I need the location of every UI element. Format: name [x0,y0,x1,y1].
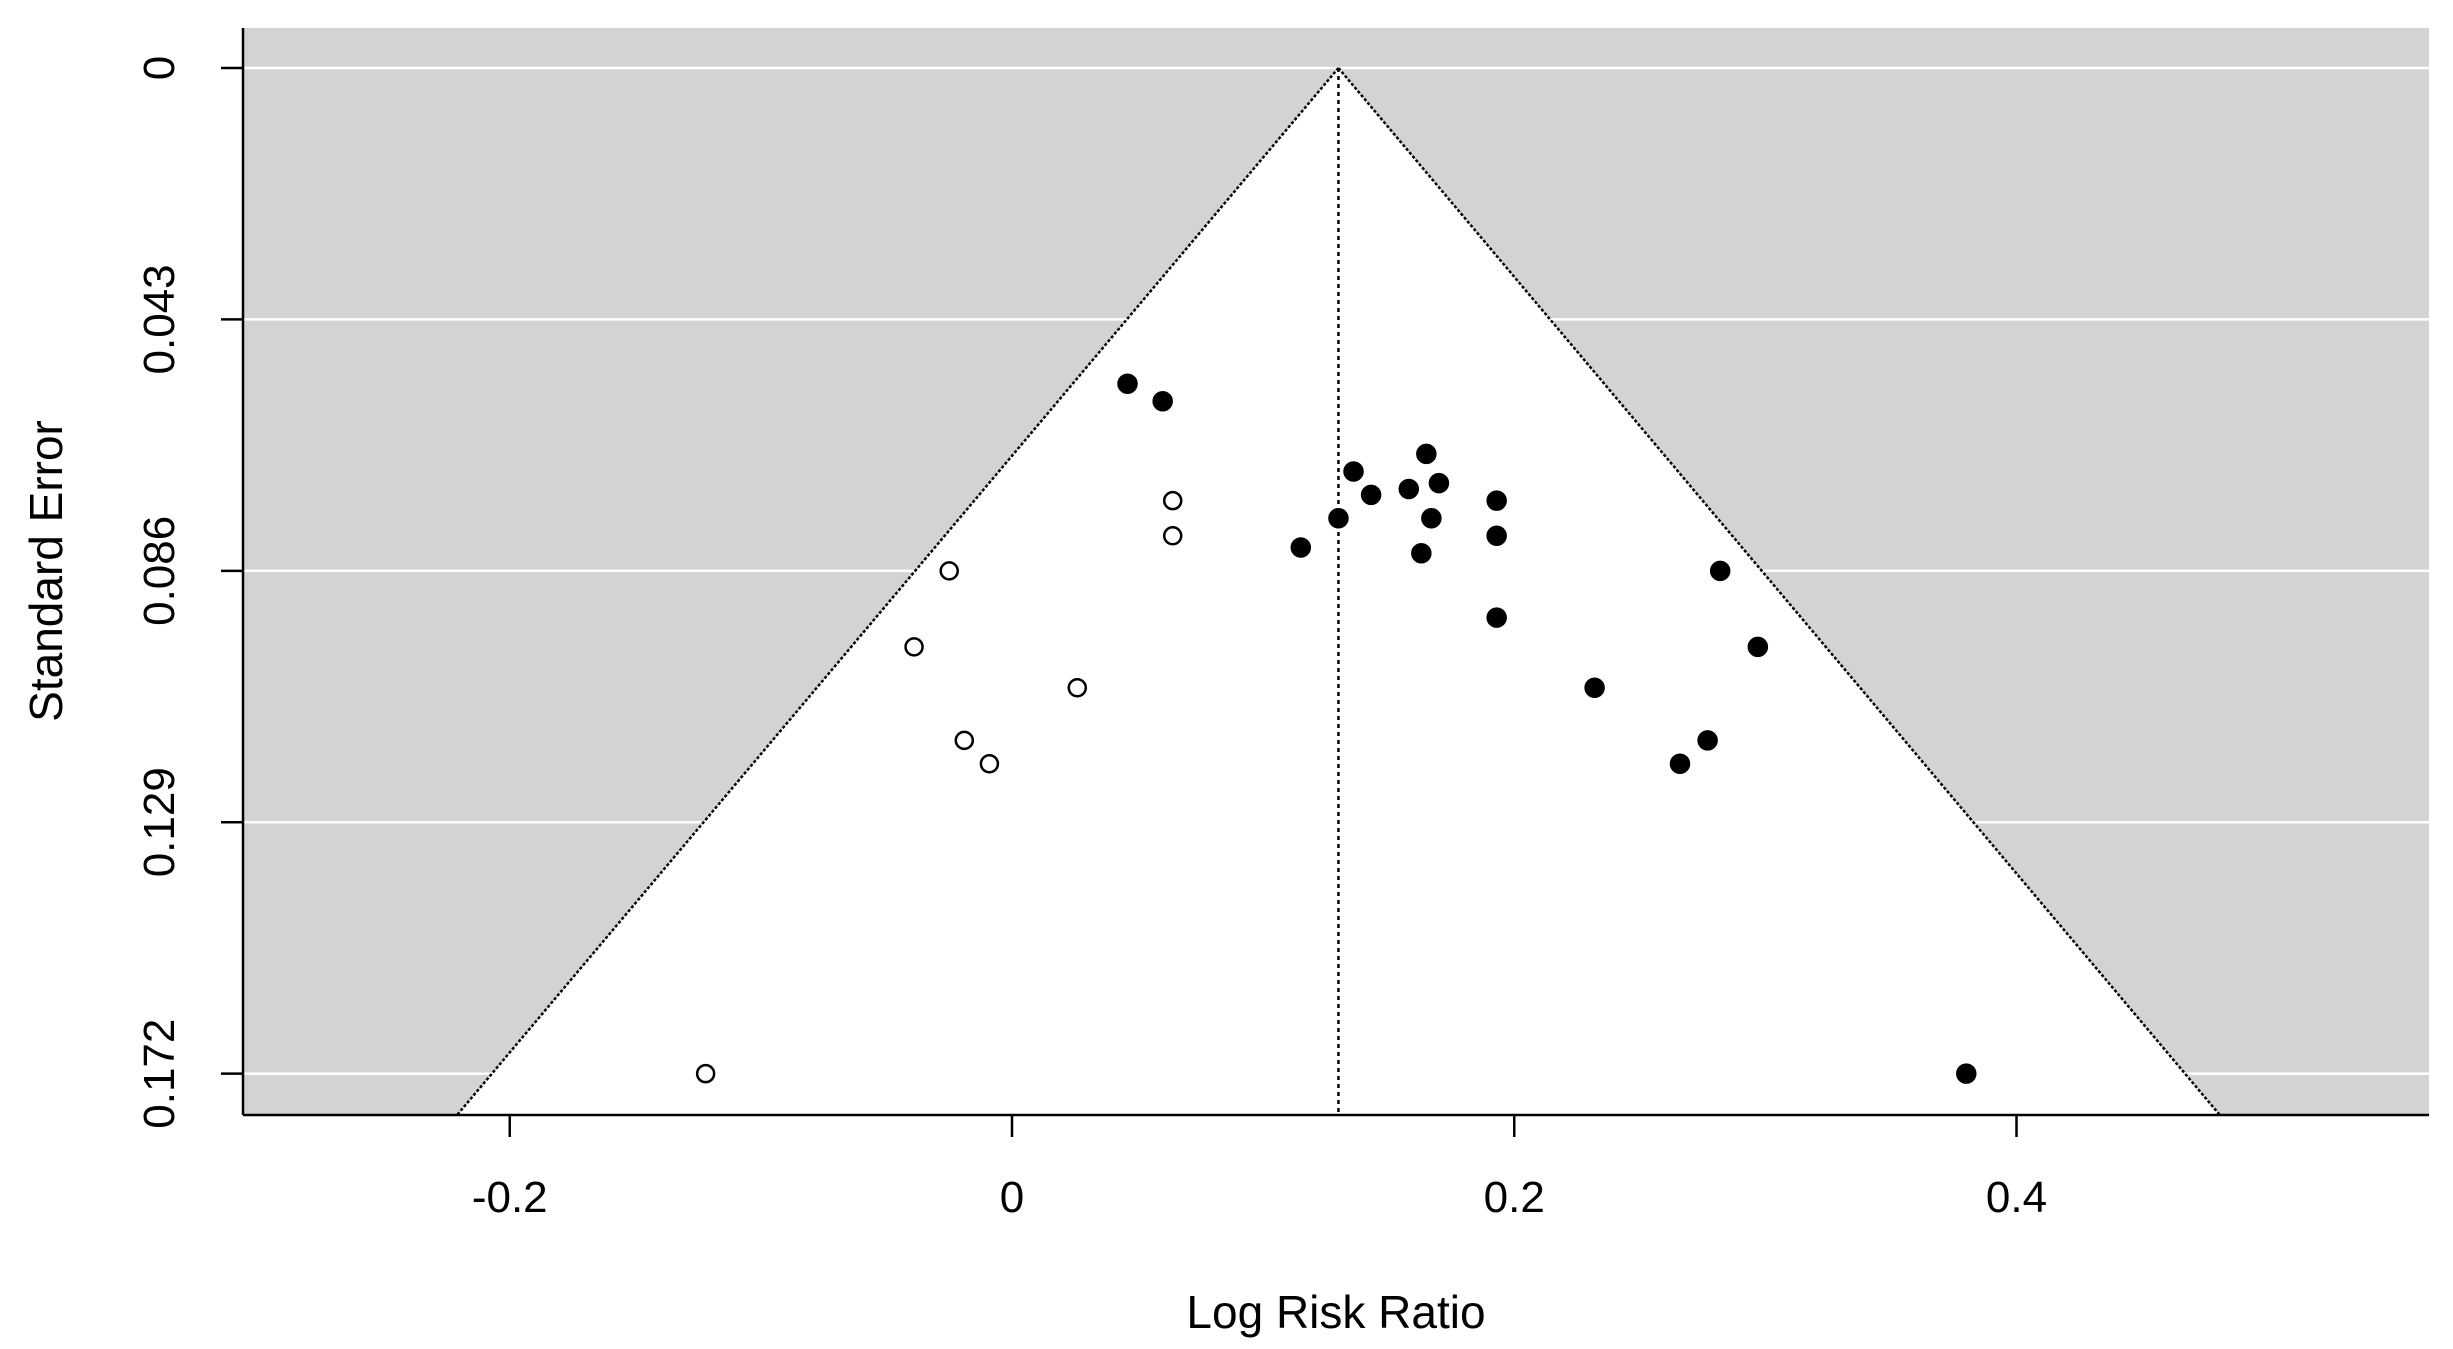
open-point-4 [1067,678,1088,698]
filled-point-10 [1290,537,1312,558]
open-point-5 [954,730,975,751]
filled-point-11 [1411,543,1432,564]
y-tick-label-3: 0.129 [135,767,184,877]
filled-point-2 [1343,461,1364,482]
y-axis-ticks: 0 0.043 0.086 0.129 0.172 [135,56,243,1129]
x-tick-label-3: 0.4 [1986,1173,2047,1222]
filled-point-6 [1428,472,1450,494]
filled-point-15 [1747,636,1769,658]
filled-point-19 [1956,1063,1977,1084]
x-tick-label-2: 0.2 [1484,1173,1545,1222]
filled-point-14 [1486,607,1507,628]
filled-point-9 [1421,507,1442,529]
filled-point-5 [1398,478,1420,500]
filled-point-3 [1416,443,1437,465]
y-tick-label-2: 0.086 [135,516,184,626]
filled-point-13 [1709,560,1731,582]
open-point-6 [979,754,1000,774]
y-tick-label-0: 0 [135,56,184,80]
x-axis-ticks: -0.2 0 0.2 0.4 [472,1115,2047,1222]
open-point-1 [1162,526,1183,546]
y-tick-label-4: 0.172 [135,1019,184,1129]
filled-point-7 [1486,490,1507,511]
x-tick-label-0: -0.2 [472,1173,548,1222]
filled-point-0 [1117,373,1138,394]
open-point-2 [939,561,959,581]
filled-point-18 [1669,753,1691,775]
filled-point-1 [1152,391,1173,412]
filled-point-17 [1697,730,1718,751]
open-point-7 [695,1063,716,1084]
open-point-3 [904,637,924,657]
filled-point-4 [1360,484,1382,506]
y-tick-label-1: 0.043 [135,264,184,374]
funnel-left-line [455,67,1340,1115]
open-point-0 [1162,490,1183,511]
funnel-right-line [1337,67,2222,1115]
x-axis-title: Log Risk Ratio [1186,1286,1485,1338]
y-axis-title: Standard Error [20,420,72,722]
x-tick-label-1: 0 [1000,1173,1024,1222]
filled-point-12 [1486,525,1507,547]
filled-point-8 [1328,507,1349,529]
filled-point-16 [1584,677,1605,699]
data-points [695,373,1977,1084]
